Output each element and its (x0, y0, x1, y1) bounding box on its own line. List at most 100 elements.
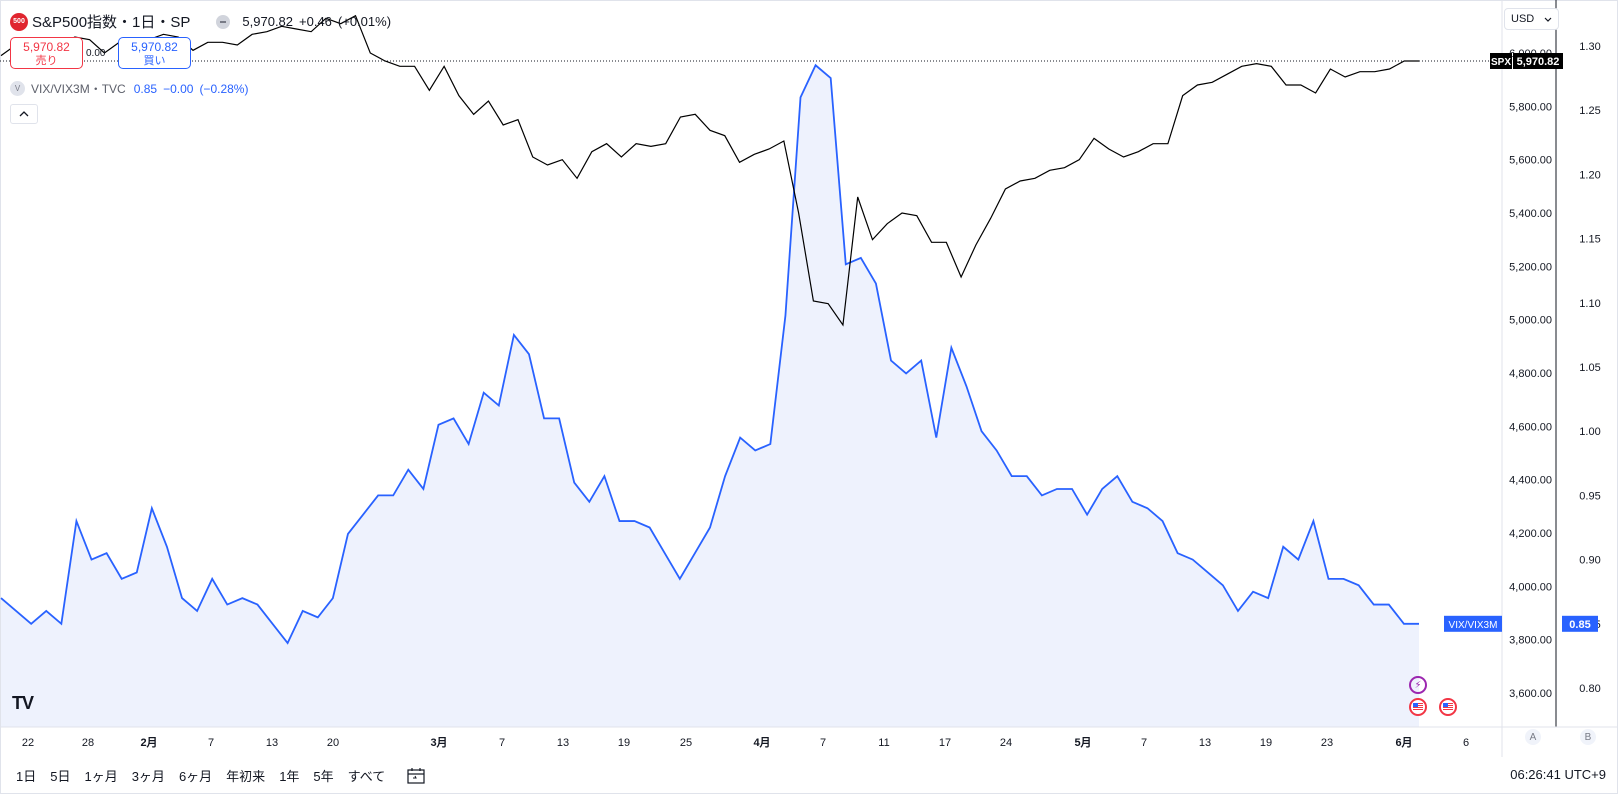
vix-axis-tick: 1.05 (1579, 362, 1600, 374)
spx-series (0, 14, 1419, 327)
time-axis-tick: 19 (618, 737, 630, 749)
price-axes: 6,000.005,800.005,600.005,400.005,200.00… (0, 0, 1618, 757)
vix-price-tag-text: 0.85 (1569, 619, 1590, 631)
vix-axis-tick: 0.95 (1579, 490, 1600, 502)
vix-symbol-tag-text: VIX/VIX3M (1449, 620, 1498, 631)
buy-price: 5,970.82 (131, 40, 178, 54)
symbol-title[interactable]: S&P500指数・1日・SP (32, 14, 191, 31)
time-axis-tick: 6 (1463, 737, 1469, 749)
sell-price: 5,970.82 (23, 40, 70, 54)
timeframe-all[interactable]: すべて (347, 769, 386, 784)
time-axis-tick: 28 (82, 737, 94, 749)
timeframe-3m[interactable]: 3ヶ月 (131, 769, 165, 784)
spx-axis-tick: 3,800.00 (1509, 635, 1552, 647)
last-price: 5,970.82 (242, 14, 294, 29)
timeframe-1m[interactable]: 1ヶ月 (84, 769, 118, 784)
axis-b-button[interactable]: B (1580, 729, 1596, 745)
chevron-up-icon (19, 111, 29, 117)
buy-label: 買い (143, 55, 166, 67)
vix-axis-tick: 1.30 (1579, 41, 1600, 53)
timeframe-5y[interactable]: 5年 (313, 769, 334, 784)
spx-axis-tick: 4,800.00 (1509, 368, 1552, 380)
vix-change: −0.00 (163, 81, 194, 96)
spx-price-tag-text: 5,970.82 (1517, 56, 1560, 68)
spx-price-tag (1513, 53, 1563, 69)
vix-line (0, 63, 1419, 645)
vix-axis-tick: 1.15 (1579, 234, 1600, 246)
time-axis-tick: 5月 (1074, 736, 1091, 749)
vix-legend[interactable]: V VIX/VIX3M・TVC 0.85 −0.00 (−0.28%) (10, 80, 248, 97)
axis-a-button[interactable]: A (1525, 729, 1541, 745)
vix-axis-tick: 0.90 (1579, 555, 1600, 567)
spread-value: 0.00 (86, 48, 106, 59)
currency-value: USD (1511, 13, 1535, 25)
lightning-icon[interactable]: ⚡ (1409, 676, 1427, 694)
time-axis-tick: 22 (22, 737, 34, 749)
time-axis-tick: 6月 (1395, 736, 1412, 749)
time-axis-tick: 24 (1000, 737, 1012, 749)
spx-axis-tick: 4,600.00 (1509, 421, 1552, 433)
spx-axis-tick: 5,000.00 (1509, 315, 1552, 327)
time-axis-tick: 11 (878, 737, 889, 749)
time-axis-tick: 19 (1260, 737, 1272, 749)
vix-logo: V (10, 81, 25, 96)
price-change-pct: (+0.01%) (337, 14, 392, 29)
buy-button[interactable]: 5,970.82 買い (118, 37, 191, 69)
sell-label: 売り (35, 55, 58, 67)
vix-price-tag (1562, 615, 1598, 632)
clock[interactable]: 06:26:41 UTC+9 (1510, 767, 1606, 782)
time-axis: 22 28 2月 7 13 20 3月 7 13 19 25 4月 7 11 17 24 5月 7 13 19 23 6月… (22, 736, 1469, 749)
time-axis-tick: 13 (557, 737, 569, 749)
price-change: +0.46 (299, 14, 332, 29)
time-axis-tick: 13 (266, 737, 278, 749)
vix-change-pct: (−0.28%) (199, 81, 249, 96)
timeframe-6m[interactable]: 6ヶ月 (178, 769, 213, 784)
vix-axis-tick: 1.25 (1579, 105, 1600, 117)
spx-axis-tick: 3,600.00 (1509, 688, 1552, 700)
time-axis-tick: 7 (1141, 737, 1147, 749)
timeframe-5d[interactable]: 5日 (50, 769, 71, 784)
chart-canvas[interactable]: 6,000.005,800.005,600.005,400.005,200.00… (0, 0, 1618, 757)
price-tags: SPX 5,970.82 VIX/VIX3M 0.85 (1444, 53, 1598, 632)
vix-axis-tick: 1.00 (1579, 426, 1600, 438)
time-axis-tick: 7 (820, 737, 826, 749)
spx-axis-tick: 5,400.00 (1509, 208, 1552, 220)
timeframe-1d[interactable]: 1日 (16, 769, 37, 784)
vix-area-fill (1, 65, 1419, 727)
spx-symbol-tag-text: SPX (1491, 57, 1511, 68)
time-axis-tick: 23 (1321, 737, 1333, 749)
time-axis-tick: 20 (327, 737, 339, 749)
vix-symbol-tag (1444, 615, 1502, 632)
us-flag-event-icon[interactable] (1409, 698, 1427, 716)
sell-button[interactable]: 5,970.82 売り (10, 37, 83, 69)
time-axis-tick: 25 (680, 737, 692, 749)
spx-axis-tick: 4,200.00 (1509, 528, 1552, 540)
timeframe-ytd[interactable]: 年初来 (226, 769, 266, 784)
vix-area (0, 63, 1419, 727)
tradingview-logo[interactable]: TV (12, 693, 34, 713)
collapse-legend-button[interactable] (10, 104, 38, 124)
time-axis-tick: 17 (939, 737, 951, 749)
time-axis-tick: 13 (1199, 737, 1211, 749)
vix-value: 0.85 (133, 81, 158, 96)
currency-select[interactable]: USD (1504, 8, 1559, 30)
spx-line (0, 14, 1419, 327)
spx-axis-tick: 5,600.00 (1509, 155, 1552, 167)
spx-axis-tick: 4,400.00 (1509, 475, 1552, 487)
market-status-icon[interactable] (216, 14, 231, 29)
spx-axis-tick: 4,000.00 (1509, 581, 1552, 593)
time-axis-tick: 3月 (430, 736, 447, 749)
timeframe-1y[interactable]: 1年 (279, 769, 300, 784)
calendar-range-icon[interactable] (407, 767, 425, 784)
vix-axis-tick: 0.80 (1579, 683, 1600, 695)
vix-title[interactable]: VIX/VIX3M・TVC (31, 82, 126, 96)
timeframe-bar: 1日 5日 1ヶ月 3ヶ月 6ヶ月 年初来 1年 5年 すべて (0, 757, 1618, 794)
time-axis-tick: 4月 (753, 736, 770, 749)
us-flag-event-icon[interactable] (1439, 698, 1457, 716)
time-axis-tick: 7 (208, 737, 214, 749)
time-axis-tick: 7 (499, 737, 505, 749)
spx-axis-tick: 5,200.00 (1509, 261, 1552, 273)
vix-axis-tick: 1.10 (1579, 298, 1600, 310)
spx-axis-tick: 5,800.00 (1509, 101, 1552, 113)
symbol-legend[interactable]: 500 S&P500指数・1日・SP 5,970.82 +0.46 (+0.01… (10, 11, 391, 32)
